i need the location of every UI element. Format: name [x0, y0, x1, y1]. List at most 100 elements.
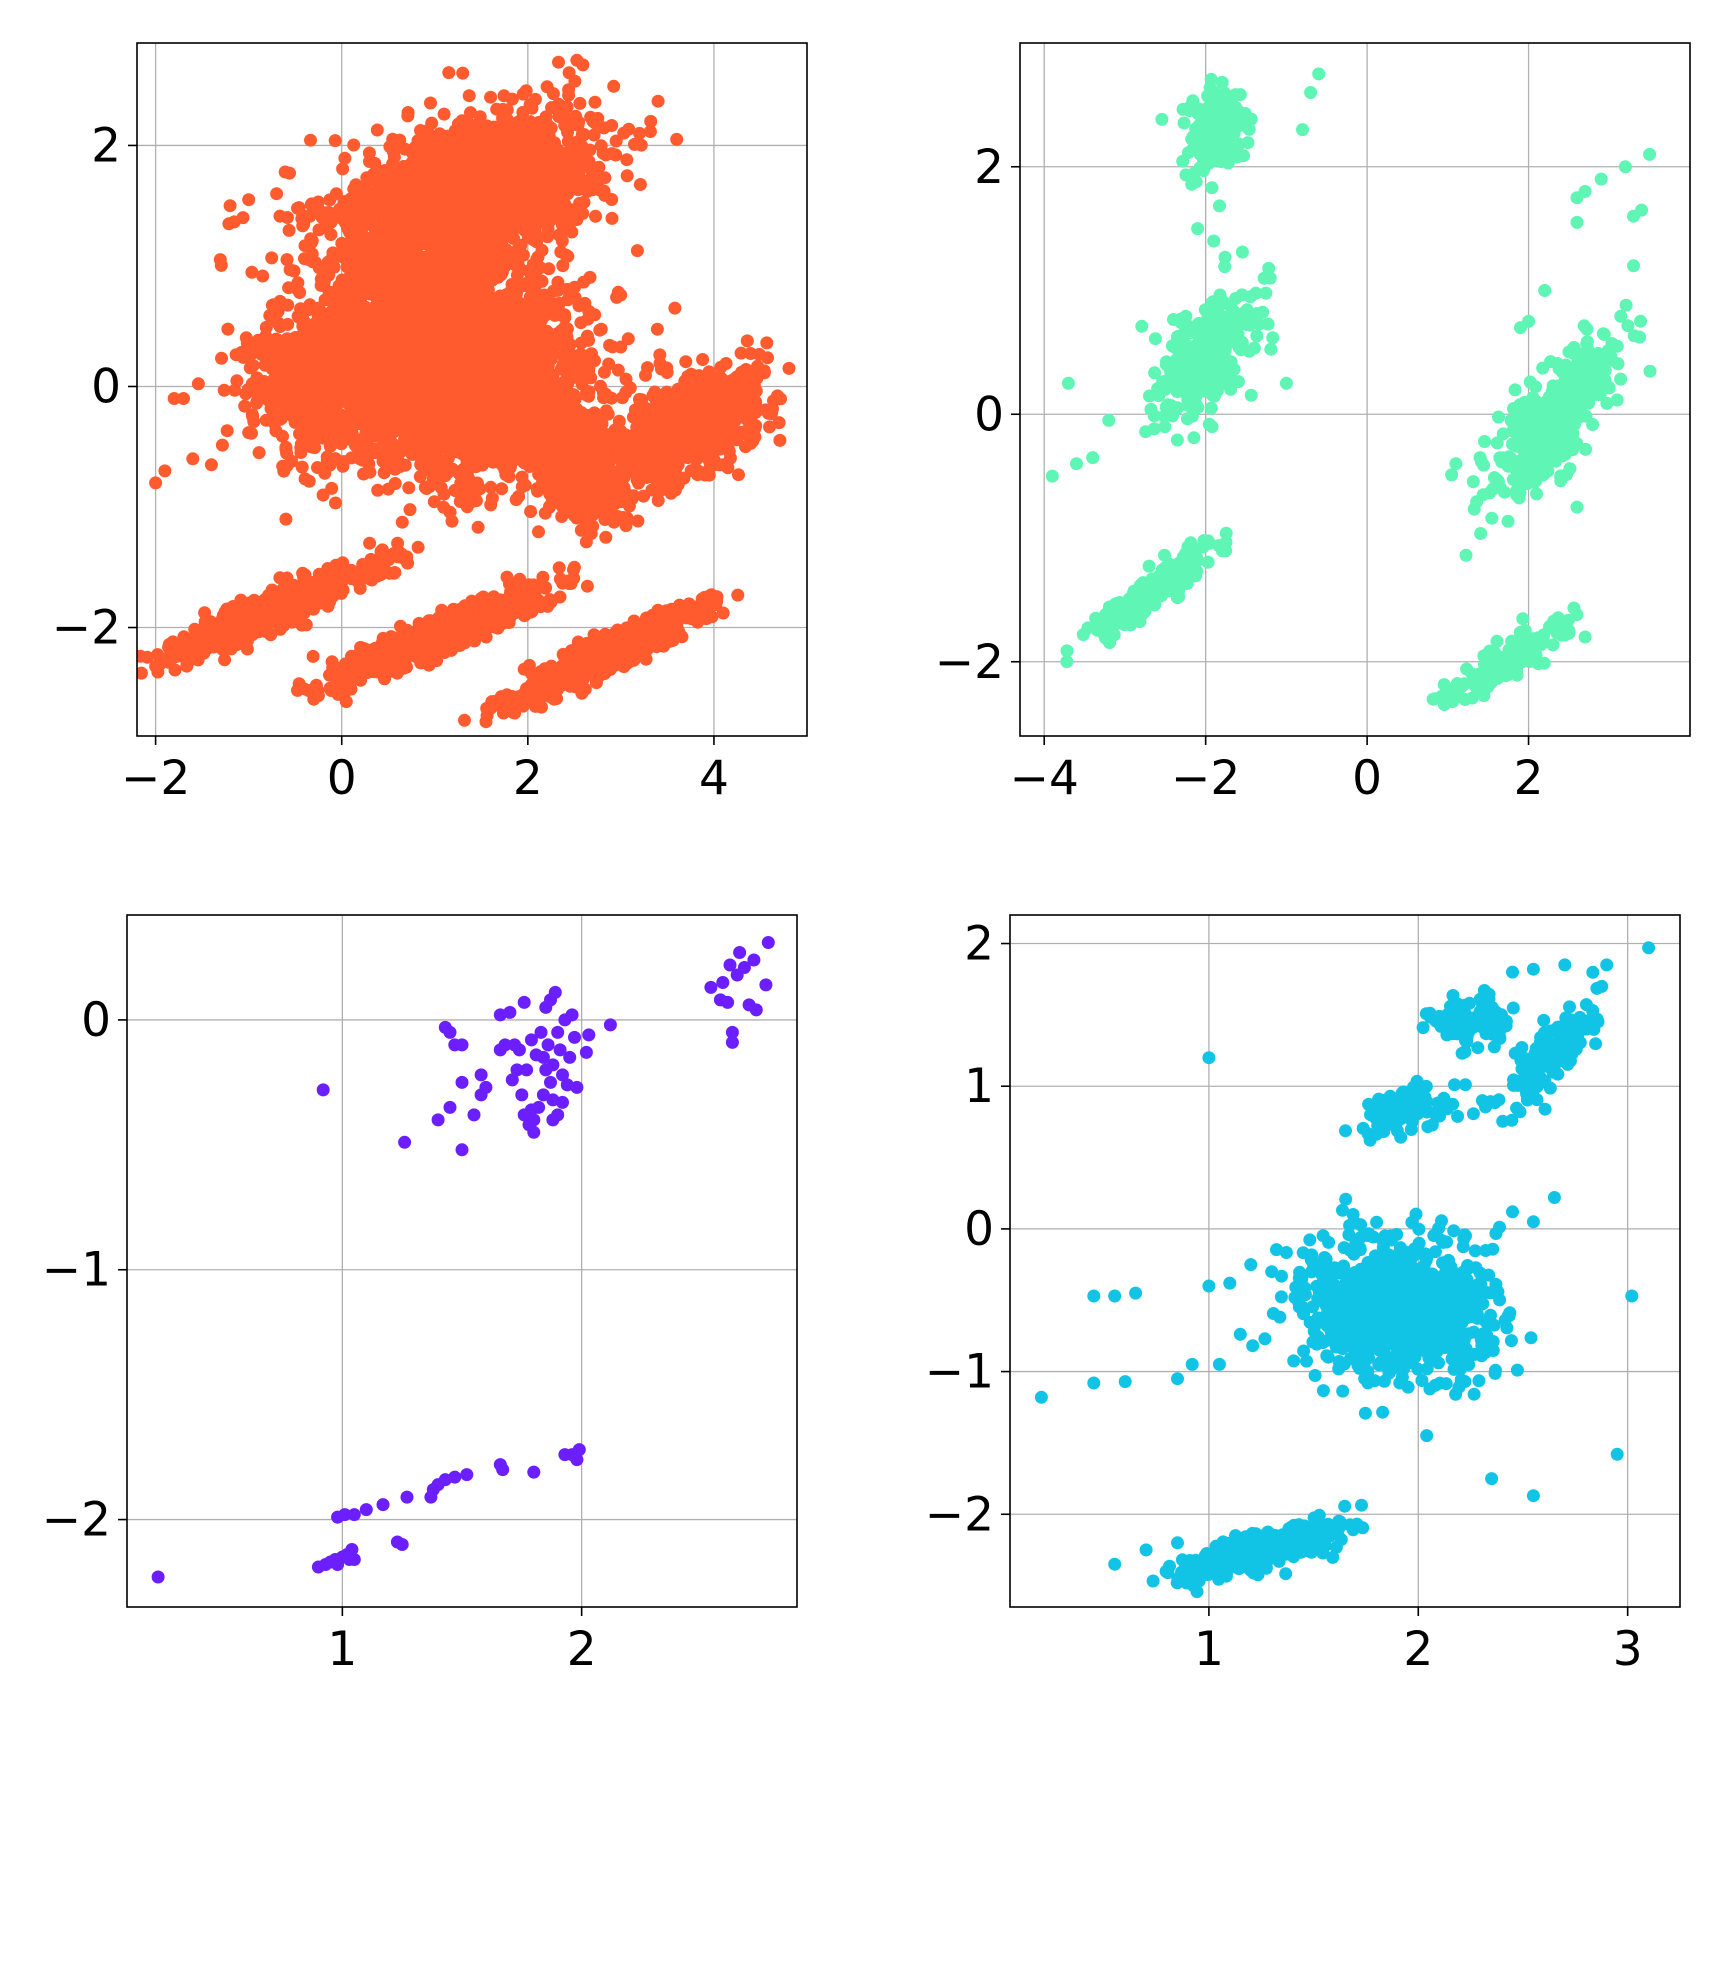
data-point	[403, 503, 417, 517]
data-point	[259, 320, 273, 334]
data-point	[469, 395, 483, 409]
data-point	[521, 411, 535, 425]
data-point	[320, 391, 334, 405]
data-point	[445, 339, 459, 353]
data-point	[273, 209, 287, 223]
data-point	[263, 393, 277, 407]
data-point	[238, 399, 252, 413]
data-point	[442, 66, 456, 80]
data-point	[576, 181, 590, 195]
data-point	[304, 133, 317, 147]
data-point	[480, 444, 493, 458]
data-point	[593, 323, 607, 337]
data-point	[432, 420, 446, 433]
data-point	[448, 140, 462, 153]
data-point	[487, 121, 501, 135]
data-point	[328, 436, 342, 449]
data-point	[465, 435, 479, 449]
data-point	[492, 380, 506, 394]
data-point	[448, 124, 462, 138]
data-point	[462, 355, 476, 369]
data-point	[605, 211, 619, 225]
data-point	[438, 469, 452, 483]
data-point	[458, 483, 471, 497]
data-point	[517, 117, 530, 130]
data-point	[634, 138, 648, 152]
data-point	[295, 460, 309, 474]
data-point	[451, 435, 465, 448]
data-point	[377, 466, 391, 480]
data-point	[429, 401, 443, 415]
data-point	[524, 505, 538, 518]
data-point	[360, 171, 374, 185]
data-point	[298, 472, 312, 486]
data-point	[221, 322, 235, 336]
data-point	[498, 396, 512, 410]
data-point	[651, 94, 665, 108]
data-point	[515, 470, 529, 484]
data-point	[484, 480, 498, 494]
data-point	[510, 169, 524, 183]
data-point	[395, 444, 409, 458]
data-point	[650, 322, 664, 336]
data-point	[462, 89, 476, 103]
data-point	[383, 201, 397, 215]
data-point	[247, 415, 261, 429]
data-point	[475, 131, 489, 145]
data-point	[294, 446, 308, 459]
data-point	[469, 494, 483, 508]
data-point	[545, 101, 559, 115]
data-point	[329, 496, 342, 510]
data-point	[486, 156, 500, 170]
data-point	[455, 165, 469, 178]
data-point	[437, 500, 451, 514]
data-point	[292, 379, 306, 393]
data-point	[489, 135, 503, 149]
data-point	[572, 115, 586, 129]
data-point	[215, 351, 228, 365]
data-point	[467, 167, 481, 181]
data-point	[411, 439, 425, 453]
data-point	[393, 460, 407, 473]
data-point	[416, 352, 430, 366]
data-point	[315, 379, 328, 393]
data-point	[606, 340, 620, 354]
data-point	[551, 173, 565, 186]
data-point	[602, 357, 616, 371]
data-point	[309, 338, 323, 352]
data-point	[426, 386, 440, 399]
data-point	[516, 87, 530, 101]
data-point	[368, 156, 382, 170]
data-point	[529, 348, 543, 362]
data-point	[215, 438, 229, 452]
data-point	[370, 388, 384, 402]
data-point	[269, 424, 283, 438]
data-point	[324, 332, 338, 346]
data-point	[427, 448, 441, 462]
data-point	[308, 441, 322, 455]
data-point	[493, 182, 506, 196]
data-point	[465, 371, 479, 385]
data-point	[537, 288, 551, 302]
data-point	[295, 357, 309, 371]
data-point	[533, 129, 547, 143]
data-point	[588, 95, 602, 109]
data-point	[323, 193, 337, 207]
data-point	[633, 178, 647, 191]
data-point	[338, 151, 352, 165]
data-point	[471, 520, 485, 534]
data-point	[562, 83, 576, 97]
data-point	[220, 424, 234, 438]
data-point	[402, 481, 416, 495]
data-point	[441, 391, 455, 405]
data-point	[257, 375, 271, 388]
data-point	[371, 483, 385, 497]
data-point	[389, 142, 403, 156]
data-point	[241, 382, 255, 396]
data-point	[429, 193, 443, 207]
data-point	[229, 348, 243, 362]
data-point	[490, 354, 503, 368]
data-point	[458, 447, 471, 460]
data-point	[557, 185, 571, 199]
data-point	[371, 176, 385, 190]
